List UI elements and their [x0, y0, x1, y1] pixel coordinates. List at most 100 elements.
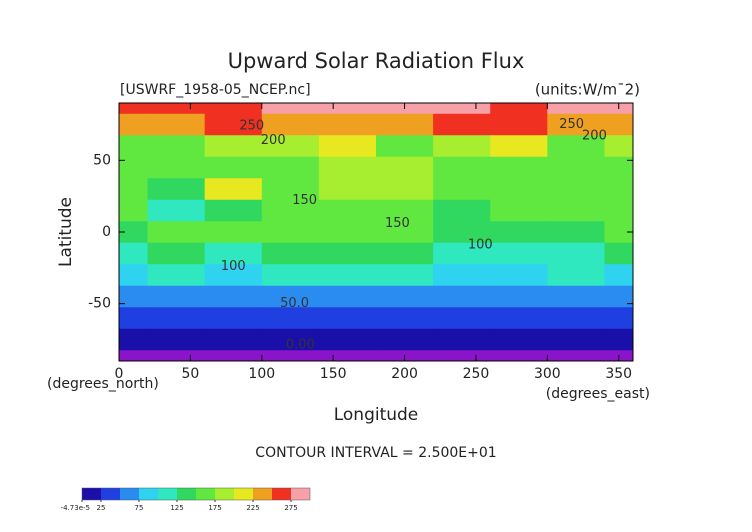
- contour-cell: [376, 221, 434, 244]
- colorbar-swatch: [234, 488, 253, 500]
- contour-cell: [261, 113, 320, 136]
- contour-cell: [204, 221, 263, 244]
- contour-cell: [204, 307, 263, 330]
- colorbar-tick-label: 275: [284, 504, 297, 512]
- x-unit-label: (degrees_east): [546, 386, 650, 402]
- colorbar-swatch: [196, 488, 215, 500]
- contour-cell: [547, 113, 605, 136]
- contour-cell: [119, 264, 149, 287]
- contour-cell: [490, 156, 548, 179]
- contour-cell: [147, 307, 206, 330]
- contour-cell: [147, 156, 206, 179]
- contour-label: 100: [468, 237, 493, 252]
- contour-label: 100: [221, 259, 246, 274]
- contour-cell: [119, 103, 149, 115]
- contour-cell: [604, 178, 634, 201]
- colorbar-tick-label: 225: [246, 504, 259, 512]
- contour-cell: [147, 135, 206, 158]
- contour-cell: [119, 156, 149, 179]
- contour-cell: [147, 328, 206, 351]
- contour-cell: [318, 103, 377, 115]
- colorbar-tick-label: 25: [97, 504, 106, 512]
- y-tick-label: 0: [102, 224, 111, 240]
- colorbar-swatch: [82, 488, 101, 500]
- contour-cell: [204, 156, 263, 179]
- contour-cell: [119, 285, 149, 308]
- y-unit-label: (degrees_north): [47, 376, 159, 392]
- contour-cell: [119, 135, 149, 158]
- contour-cell: [490, 113, 548, 136]
- contour-cell: [204, 264, 263, 287]
- contour-cell: [604, 135, 634, 158]
- contour-cell: [204, 328, 263, 351]
- contour-cell: [318, 285, 377, 308]
- contour-cell: [318, 221, 377, 244]
- contour-cell: [433, 242, 491, 265]
- contour-cell: [204, 113, 263, 136]
- contour-label: 150: [292, 193, 317, 208]
- contour-cell: [490, 328, 548, 351]
- contour-cell: [318, 199, 377, 222]
- contour-cell: [147, 113, 206, 136]
- contour-cell: [261, 307, 320, 330]
- y-tick-label: -50: [88, 296, 111, 312]
- contour-cell: [376, 242, 434, 265]
- contour-cell: [490, 199, 548, 222]
- contour-cell: [204, 135, 263, 158]
- contour-cell: [604, 307, 634, 330]
- contour-cell: [261, 221, 320, 244]
- x-tick-label: 50: [181, 366, 199, 382]
- contour-cell: [261, 156, 320, 179]
- contour-cell: [261, 199, 320, 222]
- colorbar-swatch: [253, 488, 272, 500]
- contour-cell: [119, 221, 149, 244]
- contour-cell: [433, 264, 491, 287]
- contour-cell: [490, 264, 548, 287]
- contour-cell: [376, 135, 434, 158]
- contour-label: 50.0: [280, 296, 309, 311]
- contour-cell: [433, 103, 491, 115]
- contour-cell: [376, 178, 434, 201]
- contour-cell: [204, 242, 263, 265]
- colorbar-swatch: [139, 488, 158, 500]
- x-tick-label: 250: [463, 366, 490, 382]
- colorbar-swatch: [120, 488, 139, 500]
- contour-cell: [433, 178, 491, 201]
- contour-cell: [261, 264, 320, 287]
- contour-cell: [490, 350, 548, 362]
- x-tick-label: 0: [115, 366, 124, 382]
- contour-cell: [147, 103, 206, 115]
- contour-cell: [547, 103, 605, 115]
- contour-cell: [318, 135, 377, 158]
- chart-title: Upward Solar Radiation Flux: [228, 49, 525, 73]
- contour-cell: [261, 178, 320, 201]
- contour-cell: [318, 264, 377, 287]
- contour-cell: [147, 242, 206, 265]
- contour-cell: [604, 199, 634, 222]
- contour-cell: [147, 221, 206, 244]
- contour-cell: [204, 285, 263, 308]
- contour-cell: [433, 328, 491, 351]
- contour-cell: [433, 307, 491, 330]
- file-label: [USWRF_1958-05_NCEP.nc]: [120, 82, 311, 98]
- contour-cell: [119, 350, 149, 362]
- contour-cell: [261, 242, 320, 265]
- x-tick-label: 350: [605, 366, 632, 382]
- contour-cell: [490, 178, 548, 201]
- contour-field: [119, 103, 634, 362]
- contour-cell: [490, 221, 548, 244]
- colorbar-tick-label: 75: [135, 504, 144, 512]
- contour-cell: [604, 328, 634, 351]
- y-tick-label: 50: [93, 152, 111, 168]
- colorbar-swatch: [177, 488, 196, 500]
- contour-cell: [604, 221, 634, 244]
- contour-cell: [261, 285, 320, 308]
- contour-label: 250: [559, 117, 584, 132]
- contour-cell: [433, 199, 491, 222]
- x-tick-label: 200: [391, 366, 418, 382]
- contour-cell: [204, 178, 263, 201]
- contour-cell: [119, 199, 149, 222]
- contour-cell: [119, 113, 149, 136]
- contour-cell: [547, 178, 605, 201]
- x-tick-label: 300: [534, 366, 561, 382]
